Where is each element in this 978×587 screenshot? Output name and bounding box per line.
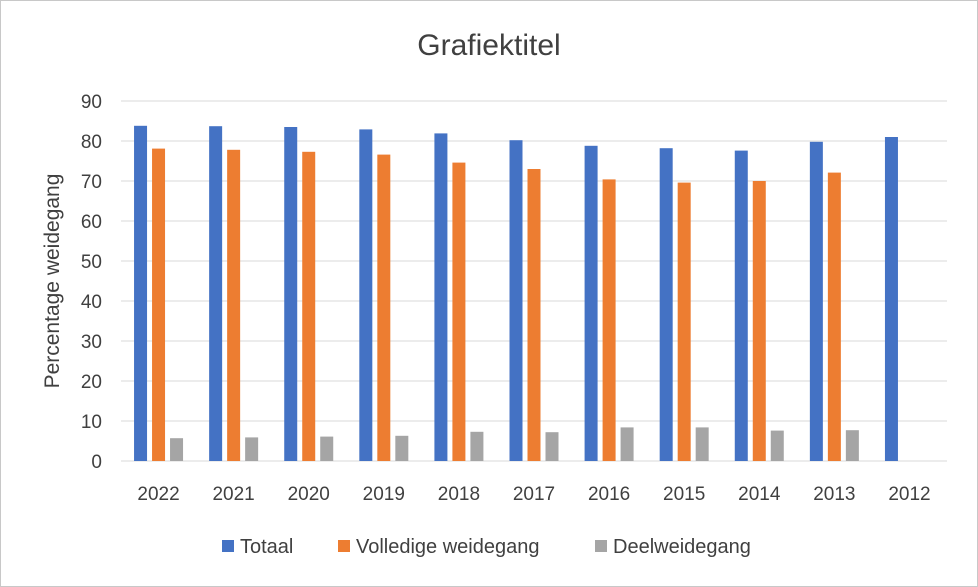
bar-totaal-2016 [584,145,598,462]
y-tick-label: 90 [81,92,102,113]
y-tick-label: 40 [81,292,102,313]
bar-totaal-2018 [434,133,448,461]
bar-volledige-weidegang-2021 [227,149,241,462]
x-axis-ticks: 2022 2021 2020 2019 2018 2017 2016 2015 2014 2013… [137,484,930,505]
bar-totaal-2012 [884,137,898,461]
chart-title: Grafiektitel [417,29,560,62]
bar-totaal-2019 [359,129,373,461]
bar-volledige-weidegang-2019 [377,154,391,461]
bar-deelweidegang-2015 [695,427,709,461]
bar-deelweidegang-2018 [470,431,484,461]
y-tick-label: 0 [91,452,102,473]
legend-swatch [595,540,607,552]
x-tick-label: 2013 [813,484,855,505]
bar-totaal-2017 [509,140,523,461]
x-tick-label: 2022 [137,484,179,505]
bar-deelweidegang-2022 [170,438,184,461]
bar-deelweidegang-2021 [245,437,259,461]
legend-label: Totaal [240,536,293,558]
x-tick-label: 2021 [212,484,254,505]
legend-label: Deelweidegang [613,536,751,558]
y-axis-ticks: 0 10 20 30 40 50 60 70 80 90 [81,92,102,473]
bar-deelweidegang-2013 [845,430,859,461]
bar-volledige-weidegang-2018 [452,162,466,461]
bar-totaal-2020 [284,127,298,461]
bar-totaal-2015 [659,148,673,461]
y-tick-label: 30 [81,332,102,353]
y-tick-label: 50 [81,252,102,273]
bar-deelweidegang-2020 [320,436,334,461]
legend-swatch [338,540,350,552]
x-tick-label: 2015 [663,484,705,505]
legend: Totaal Volledige weidegang Deelweidegang [222,536,751,558]
x-tick-label: 2018 [438,484,480,505]
y-tick-label: 70 [81,172,102,193]
bar-volledige-weidegang-2014 [752,181,766,461]
x-tick-label: 2012 [888,484,930,505]
x-tick-label: 2014 [738,484,781,505]
x-tick-label: 2016 [588,484,630,505]
bar-volledige-weidegang-2020 [302,151,316,462]
x-tick-label: 2019 [363,484,405,505]
bar-volledige-weidegang-2015 [677,182,691,461]
legend-swatch [222,540,234,552]
bars [134,125,898,462]
bar-volledige-weidegang-2013 [827,172,841,461]
bar-volledige-weidegang-2017 [527,169,541,461]
x-tick-label: 2017 [513,484,555,505]
x-tick-label: 2020 [288,484,330,505]
bar-deelweidegang-2016 [620,427,634,461]
gridlines [121,100,947,462]
y-tick-label: 80 [81,132,102,153]
y-tick-label: 20 [81,372,102,393]
bar-deelweidegang-2019 [395,435,409,461]
y-axis-label: Percentage weidegang [41,174,64,389]
bar-deelweidegang-2017 [545,432,559,461]
bar-totaal-2013 [809,141,823,462]
bar-totaal-2022 [134,125,148,462]
bar-deelweidegang-2014 [770,430,784,461]
bar-totaal-2014 [734,150,748,461]
bar-totaal-2021 [209,126,223,461]
y-tick-label: 10 [81,412,102,433]
bar-volledige-weidegang-2016 [602,179,616,461]
y-tick-label: 60 [81,212,102,233]
legend-label: Volledige weidegang [356,536,540,558]
bar-volledige-weidegang-2022 [152,148,166,461]
